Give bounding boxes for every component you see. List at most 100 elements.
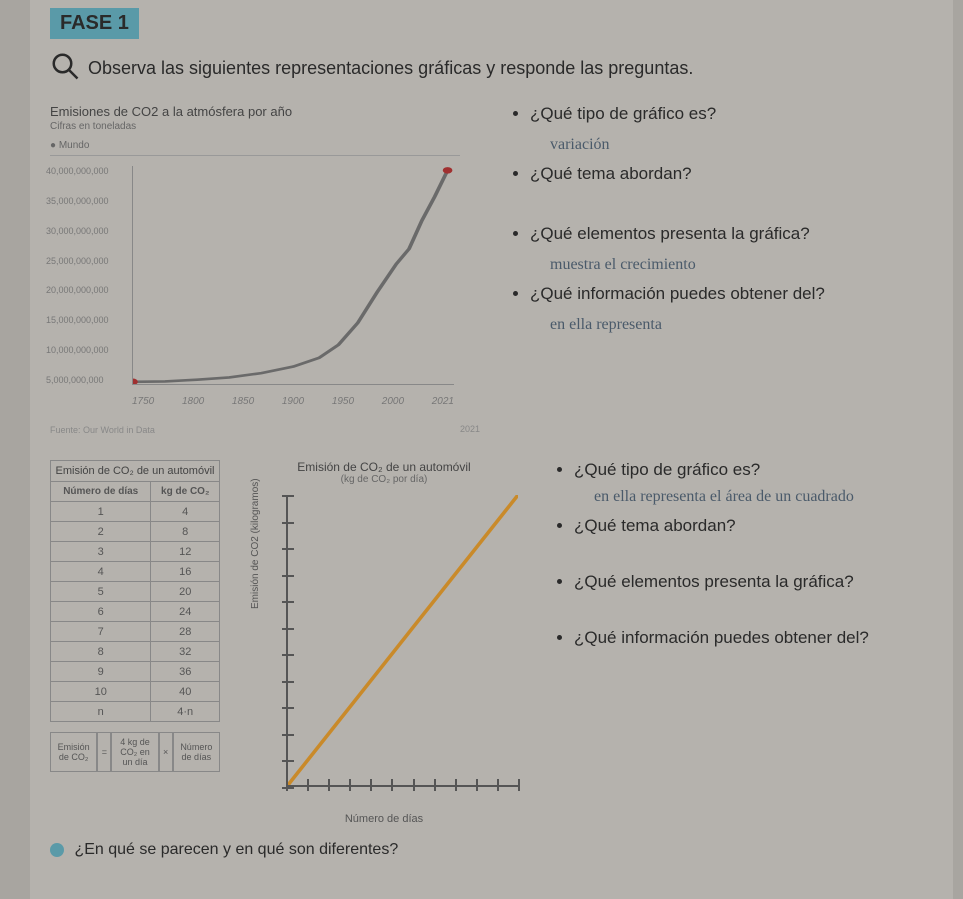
table-row: 28 [51,522,220,542]
xtick [413,779,415,791]
worksheet-page: FASE 1 Observa las siguientes representa… [30,0,953,899]
table-cell: 4·n [151,702,220,722]
chart1-box: 40,000,000,00035,000,000,00030,000,000,0… [50,155,460,415]
table-row: 520 [51,582,220,602]
chart1-xtick: 2000 [382,396,404,407]
chart1-x-ticks: 1750180018501900195020002021 [132,396,454,407]
formula-times: × [159,732,173,772]
bottom-section: Emisión de CO₂ de un automóvil Número de… [50,460,933,825]
chart1-y-labels: 40,000,000,000 35,000,000,000 30,000,000,0… [46,166,126,385]
data-table: Número de días kg de CO₂ 142831241652062… [50,481,220,722]
table-cell: 7 [51,622,151,642]
instruction-text: Observa las siguientes representaciones … [88,58,693,79]
question-item: ¿Qué elementos presenta la gráfica? [530,224,933,244]
handwriting: variación [550,136,933,154]
table-cell: 32 [151,642,220,662]
chart1-ylabel: 15,000,000,000 [46,315,126,325]
chart1-ylabel: 30,000,000,000 [46,226,126,236]
xtick [328,779,330,791]
table-cell: 28 [151,622,220,642]
xtick [476,779,478,791]
co2-world-chart: Emisiones de CO2 a la atmósfera por año … [50,104,480,434]
chart2-axes [286,495,518,787]
table-row: 624 [51,602,220,622]
chart2-xlabel: Número de días [234,813,534,825]
table-row: 1040 [51,682,220,702]
table-cell: 1 [51,502,151,522]
xtick [286,779,288,791]
phase-badge: FASE 1 [50,8,139,39]
table-row: 936 [51,662,220,682]
question-item: ¿Qué tipo de gráfico es? [574,460,933,480]
table-row: 728 [51,622,220,642]
chart1-plot [132,166,454,385]
table-row: 416 [51,562,220,582]
xtick [434,779,436,791]
chart1-title: Emisiones de CO2 a la atmósfera por año [50,104,480,119]
chart1-ylabel: 20,000,000,000 [46,285,126,295]
chart1-ylabel: 40,000,000,000 [46,166,126,176]
table-cell: 24 [151,602,220,622]
table-title: Emisión de CO₂ de un automóvil [50,460,220,481]
table-cell: 8 [151,522,220,542]
chart1-ylabel: 35,000,000,000 [46,196,126,206]
chart1-ylabel: 5,000,000,000 [46,375,126,385]
table-row: 832 [51,642,220,662]
chart1-xtick: 1800 [182,396,204,407]
table-row: 14 [51,502,220,522]
chart1-xtick: 1750 [132,396,154,407]
table-cell: 10 [51,682,151,702]
footer-text: ¿En qué se parecen y en qué son diferent… [74,841,398,858]
xtick [307,779,309,791]
table-cell: 12 [151,542,220,562]
chart1-line-svg [133,166,454,384]
table-cell: 2 [51,522,151,542]
col-header-2: kg de CO₂ [151,482,220,502]
co2-car-chart: Emisión de CO₂ de un automóvil (kg de CO… [234,460,534,825]
handwriting: en ella representa el área de un cuadrad… [594,488,933,506]
chart1-xtick: 1850 [232,396,254,407]
chart2-ylabel: Emisión de CO2 (kilogramos) [250,478,261,609]
formula-c3: Número de días [173,732,220,772]
question-item: ¿Qué tema abordan? [530,164,933,184]
table-row: 312 [51,542,220,562]
top-section: Emisiones de CO2 a la atmósfera por año … [50,104,933,434]
formula-row: Emisión de CO₂ = 4 kg de CO₂ en un día ×… [50,732,220,772]
table-cell: 4 [51,562,151,582]
table-cell: 40 [151,682,220,702]
table-cell: 20 [151,582,220,602]
xtick [370,779,372,791]
chart1-xtick: 1950 [332,396,354,407]
col-header-1: Número de días [51,482,151,502]
formula-c1: Emisión de CO₂ [50,732,97,772]
table-area: Emisión de CO₂ de un automóvil Número de… [50,460,220,825]
formula-c2: 4 kg de CO₂ en un día [111,732,158,772]
xtick [455,779,457,791]
chart2-title: Emisión de CO₂ de un automóvil [234,460,534,474]
chart1-subtitle: Cifras en toneladas [50,121,480,132]
question-item: ¿Qué tema abordan? [574,516,933,536]
xtick [349,779,351,791]
formula-eq: = [97,732,111,772]
chart2-subtitle: (kg de CO₂ por día) [234,474,534,485]
magnifier-icon [50,51,80,86]
question-item: ¿Qué información puedes obtener del? [574,628,933,648]
table-cell: 5 [51,582,151,602]
questions-bottom: ¿Qué tipo de gráfico es? en ella represen… [548,460,933,825]
chart2-line-svg [288,495,518,785]
table-cell: 16 [151,562,220,582]
table-cell: 4 [151,502,220,522]
question-item: ¿Qué tipo de gráfico es? [530,104,933,124]
table-cell: 9 [51,662,151,682]
chart1-legend: Mundo [59,140,90,151]
chart2-xticks [286,785,518,799]
handwriting: en ella representa [550,316,933,334]
chart1-xtick: 1900 [282,396,304,407]
xtick [497,779,499,791]
xtick [518,779,520,791]
table-cell: 36 [151,662,220,682]
question-item: ¿Qué información puedes obtener del? [530,284,933,304]
table-cell: 3 [51,542,151,562]
bullet-icon [50,843,64,857]
table-cell: 6 [51,602,151,622]
